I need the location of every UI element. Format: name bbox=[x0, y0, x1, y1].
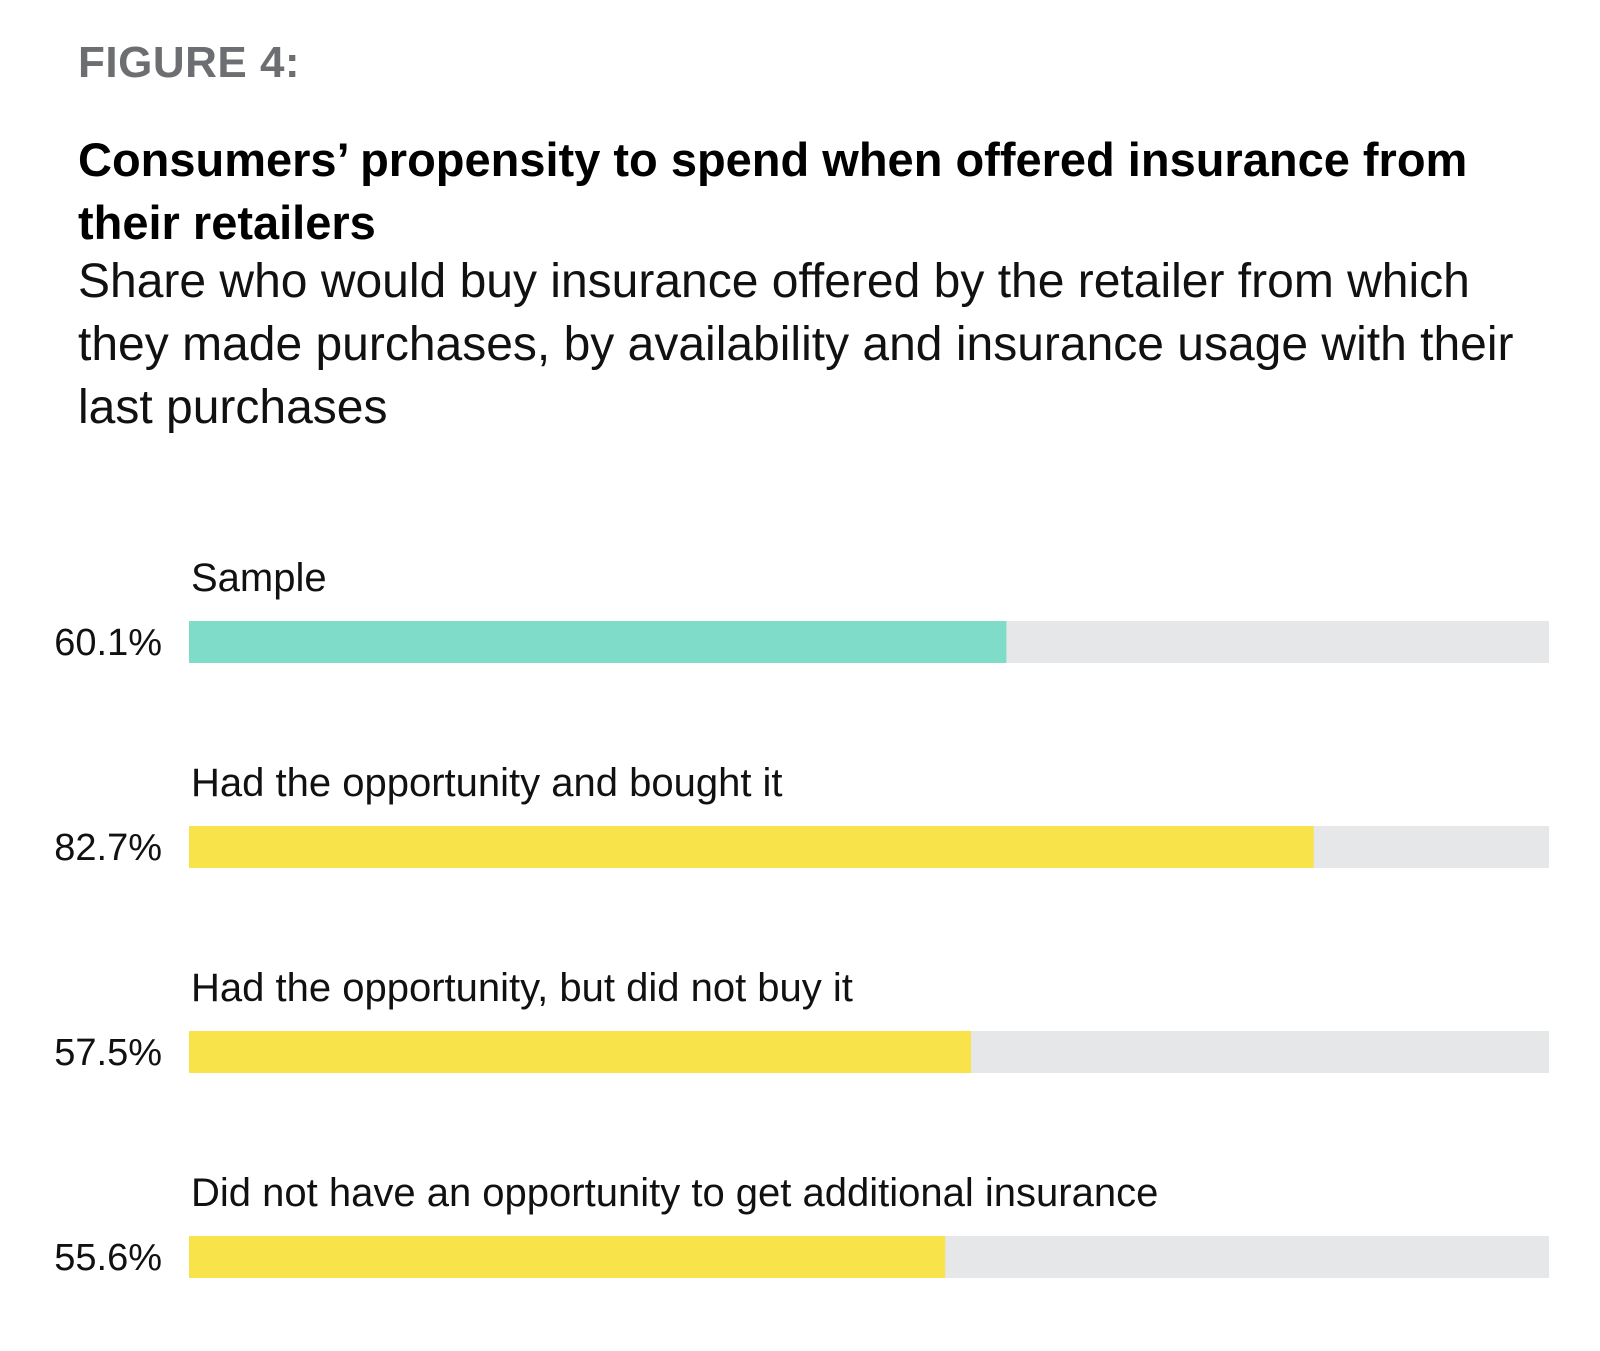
bar bbox=[189, 1031, 971, 1073]
category-label: Sample bbox=[191, 556, 327, 600]
bar-row-had-the-opportunity-but-did-not-buy-it: Had the opportunity, but did not buy it 5… bbox=[54, 966, 1549, 1074]
bar bbox=[189, 826, 1314, 868]
category-label: Did not have an opportunity to get addit… bbox=[191, 1171, 1158, 1215]
value-label: 55.6% bbox=[54, 1237, 162, 1279]
value-label: 82.7% bbox=[54, 827, 162, 869]
bar bbox=[189, 621, 1007, 663]
value-label: 57.5% bbox=[54, 1032, 162, 1074]
bar-row-had-the-opportunity-and-bought-it: Had the opportunity and bought it 82.7% bbox=[54, 761, 1549, 869]
bar-row-sample: Sample 60.1% bbox=[54, 556, 1549, 664]
bar bbox=[189, 1236, 946, 1278]
figure-label: FIGURE 4: bbox=[78, 38, 301, 87]
category-label: Had the opportunity and bought it bbox=[191, 761, 783, 805]
category-label: Had the opportunity, but did not buy it bbox=[191, 966, 853, 1010]
chart-title: Consumers’ propensity to spend when offe… bbox=[78, 133, 1468, 249]
bar-row-did-not-have-an-opportunity-to-get-additional-insurance: Did not have an opportunity to get addit… bbox=[54, 1171, 1549, 1279]
value-label: 60.1% bbox=[54, 622, 162, 664]
chart-subtitle: Share who would buy insurance offered by… bbox=[78, 255, 1514, 434]
